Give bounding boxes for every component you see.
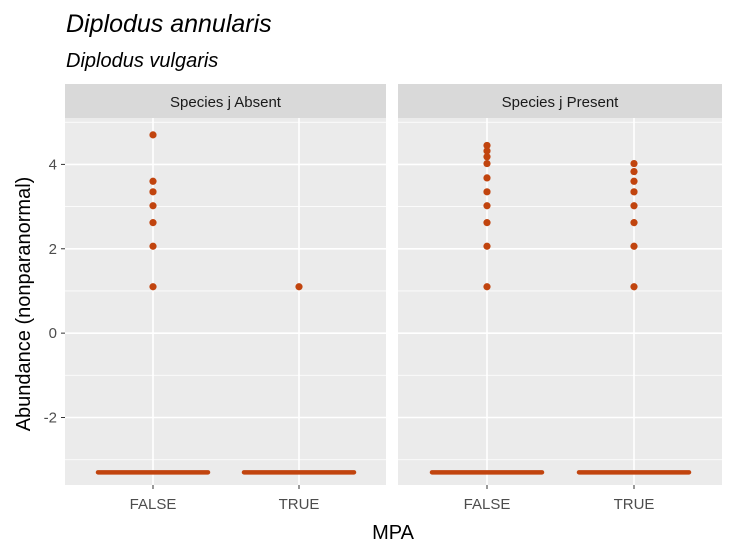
y-tick-label: 4 bbox=[49, 156, 57, 173]
data-point bbox=[630, 177, 638, 185]
data-point bbox=[149, 188, 157, 196]
facet-strip-label-2: Species j Present bbox=[502, 94, 620, 111]
data-point bbox=[483, 242, 491, 250]
data-point bbox=[483, 174, 491, 182]
facet-strip-label-1: Species j Absent bbox=[170, 94, 282, 111]
chart-title: Diplodus annularis bbox=[66, 10, 272, 38]
data-point bbox=[630, 219, 638, 227]
data-point bbox=[483, 141, 491, 150]
data-point bbox=[149, 219, 157, 227]
data-point bbox=[630, 202, 638, 210]
data-point bbox=[149, 242, 157, 250]
y-axis-label: Abundance (nonparanormal) bbox=[13, 177, 35, 432]
data-point bbox=[149, 202, 157, 210]
data-point bbox=[483, 147, 491, 155]
data-point bbox=[630, 167, 638, 176]
data-point bbox=[149, 131, 157, 139]
facet-panel-2 bbox=[398, 118, 722, 485]
x-tick-label: TRUE bbox=[614, 496, 655, 513]
data-point bbox=[483, 188, 491, 196]
y-tick-label: -2 bbox=[44, 410, 57, 427]
data-point bbox=[630, 188, 638, 196]
x-axis-label: MPA bbox=[372, 522, 415, 544]
facet-strip-1 bbox=[65, 84, 386, 118]
data-point bbox=[295, 283, 303, 291]
facet-panel-1 bbox=[65, 118, 386, 485]
chart-subtitle: Diplodus vulgaris bbox=[66, 50, 218, 72]
data-point bbox=[483, 153, 491, 161]
data-point bbox=[630, 283, 638, 291]
x-tick-label: TRUE bbox=[279, 496, 320, 513]
facet-strip-2 bbox=[398, 84, 722, 118]
plot-area: Species j Absent FALSE TRUE Species j Prese… bbox=[44, 84, 722, 513]
x-tick-label: FALSE bbox=[464, 496, 511, 513]
y-tick-label: 0 bbox=[49, 325, 57, 342]
x-tick-label: FALSE bbox=[130, 496, 177, 513]
y-tick-label: 2 bbox=[49, 241, 57, 258]
data-point bbox=[483, 219, 491, 227]
data-point bbox=[630, 242, 638, 250]
data-point bbox=[630, 159, 638, 168]
data-point bbox=[483, 159, 491, 168]
data-point bbox=[149, 177, 157, 185]
data-point bbox=[149, 283, 157, 291]
data-point bbox=[483, 283, 491, 291]
data-point bbox=[483, 202, 491, 210]
